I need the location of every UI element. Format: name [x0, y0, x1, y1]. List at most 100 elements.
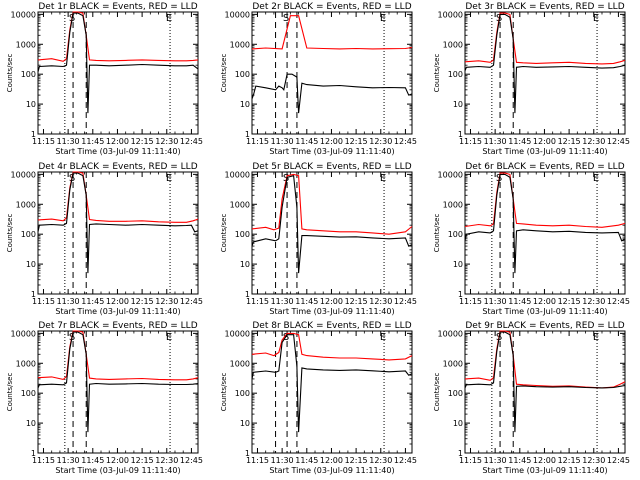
- x-axis-label: Start Time (03-Jul-09 11:11:40): [269, 466, 394, 475]
- y-tick-label: 10: [240, 260, 250, 269]
- x-axis-label: Start Time (03-Jul-09 11:11:40): [482, 307, 607, 316]
- events-rate-line: [464, 13, 626, 114]
- x-tick-label: 11:15: [459, 297, 482, 306]
- y-axis-label: Counts/sec: [6, 373, 14, 412]
- lld-rate-line: [464, 12, 626, 65]
- x-tick-label: 12:45: [180, 297, 203, 306]
- y-tick-label: 10: [26, 100, 36, 109]
- x-axis-label: Start Time (03-Jul-09 11:11:40): [55, 466, 180, 475]
- x-tick-label: 12:15: [131, 137, 154, 146]
- y-axis-label: Counts/sec: [6, 54, 14, 93]
- x-tick-label: 12:45: [607, 297, 630, 306]
- marker-label: E: [166, 13, 172, 24]
- x-tick-label: 12:45: [607, 456, 630, 465]
- lld-rate-line: [37, 11, 199, 62]
- marker-label: S: [283, 332, 289, 343]
- x-tick-label: 12:30: [582, 456, 605, 465]
- plot-frame: [251, 330, 413, 454]
- y-tick-label: 1: [245, 449, 250, 458]
- y-tick-label: 10: [240, 100, 250, 109]
- y-tick-label: 100: [448, 389, 463, 398]
- x-tick-label: 12:15: [345, 137, 368, 146]
- x-tick-label: 11:30: [484, 297, 507, 306]
- y-axis-label: Counts/sec: [433, 214, 441, 253]
- y-axis-label: Counts/sec: [433, 54, 441, 93]
- y-tick-label: 1: [458, 130, 463, 139]
- y-tick-label: 100: [235, 70, 250, 79]
- marker-label: E: [380, 13, 386, 24]
- lld-rate-line: [251, 15, 413, 50]
- y-tick-label: 10000: [438, 170, 463, 179]
- events-rate-line: [464, 173, 626, 274]
- x-tick-label: 11:45: [81, 456, 104, 465]
- marker-label: E: [380, 173, 386, 184]
- plot-frame: [37, 330, 199, 454]
- lld-rate-line: [37, 330, 199, 381]
- x-tick-label: 11:15: [459, 456, 482, 465]
- events-rate-line: [464, 331, 626, 433]
- x-tick-label: 12:00: [533, 297, 556, 306]
- x-tick-label: 11:45: [295, 456, 318, 465]
- marker-label: E: [166, 173, 172, 184]
- x-tick-label: 12:45: [180, 456, 203, 465]
- y-tick-label: 1000: [16, 359, 36, 368]
- y-tick-label: 1: [245, 130, 250, 139]
- chart-panel-9: Det 9r BLACK = Events, RED = LLD 1 10 100 10…: [433, 321, 630, 475]
- chart-panel-4: Det 4r BLACK = Events, RED = LLD 1 10 100 10…: [6, 162, 203, 316]
- x-tick-label: 12:15: [345, 456, 368, 465]
- x-tick-label: 12:30: [155, 137, 178, 146]
- marker-label: E: [593, 332, 599, 343]
- x-tick-label: 12:45: [394, 137, 417, 146]
- plot-frame: [251, 11, 413, 135]
- y-tick-label: 100: [235, 230, 250, 239]
- x-tick-label: 12:00: [320, 456, 343, 465]
- x-tick-label: 11:30: [57, 456, 80, 465]
- x-tick-label: 12:30: [155, 297, 178, 306]
- chart-panel-7: Det 7r BLACK = Events, RED = LLD 1 10 100 10…: [6, 321, 203, 475]
- y-axis-label: Counts/sec: [433, 373, 441, 412]
- y-tick-label: 1000: [16, 40, 36, 49]
- marker-label: E: [593, 173, 599, 184]
- x-tick-label: 11:45: [508, 297, 531, 306]
- x-tick-label: 12:00: [533, 137, 556, 146]
- x-tick-label: 12:15: [345, 297, 368, 306]
- x-tick-label: 12:45: [394, 456, 417, 465]
- chart-title: Det 9r BLACK = Events, RED = LLD: [465, 321, 624, 331]
- x-tick-label: 11:15: [32, 456, 55, 465]
- x-tick-label: 11:30: [57, 297, 80, 306]
- x-tick-label: 11:45: [508, 456, 531, 465]
- y-tick-label: 1: [31, 449, 36, 458]
- x-tick-label: 12:15: [131, 297, 154, 306]
- x-tick-label: 12:30: [582, 297, 605, 306]
- y-tick-label: 100: [21, 70, 36, 79]
- x-tick-label: 12:15: [558, 137, 581, 146]
- y-tick-label: 10000: [225, 170, 250, 179]
- plot-frame: [464, 11, 626, 135]
- y-axis-label: Counts/sec: [220, 214, 228, 253]
- chart-title: Det 6r BLACK = Events, RED = LLD: [465, 162, 624, 172]
- x-tick-label: 12:45: [607, 137, 630, 146]
- x-axis-label: Start Time (03-Jul-09 11:11:40): [482, 466, 607, 475]
- plot-frame: [251, 171, 413, 295]
- x-tick-label: 12:15: [558, 456, 581, 465]
- plot-frame: [464, 330, 626, 454]
- x-tick-label: 12:30: [582, 137, 605, 146]
- y-tick-label: 1000: [443, 40, 463, 49]
- x-tick-label: 11:45: [508, 137, 531, 146]
- chart-title: Det 3r BLACK = Events, RED = LLD: [465, 2, 624, 12]
- y-tick-label: 1000: [16, 200, 36, 209]
- plot-frame: [37, 171, 199, 295]
- y-axis-label: Counts/sec: [220, 54, 228, 93]
- x-tick-label: 11:15: [32, 297, 55, 306]
- x-axis-label: Start Time (03-Jul-09 11:11:40): [482, 147, 607, 156]
- y-axis-label: Counts/sec: [6, 214, 14, 253]
- x-axis-label: Start Time (03-Jul-09 11:11:40): [55, 307, 180, 316]
- x-tick-label: 12:30: [369, 297, 392, 306]
- lld-rate-line: [251, 173, 413, 235]
- x-tick-label: 11:30: [57, 137, 80, 146]
- marker-label: E: [380, 332, 386, 343]
- y-tick-label: 100: [21, 230, 36, 239]
- y-tick-label: 1: [458, 290, 463, 299]
- x-tick-label: 12:00: [320, 137, 343, 146]
